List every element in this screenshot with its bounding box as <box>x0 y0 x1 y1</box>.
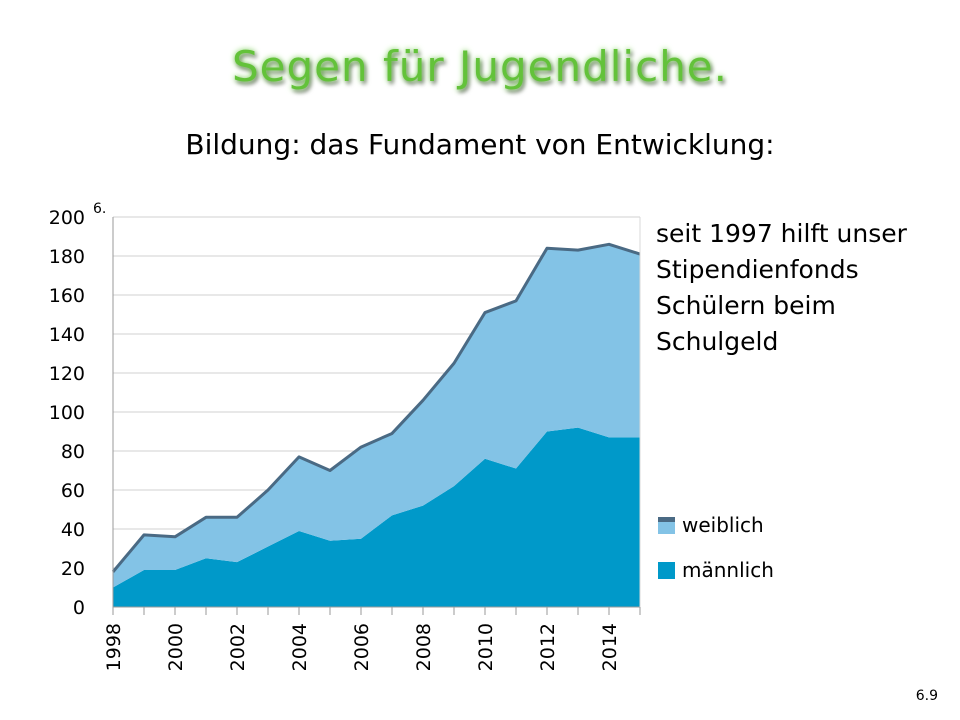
note-line-1: seit 1997 hilft unser <box>656 219 907 248</box>
y-tick-label: 60 <box>61 480 85 502</box>
x-tick-label: 2000 <box>165 623 187 671</box>
chart-legend: weiblich männlich <box>658 513 774 582</box>
y-tick-label: 180 <box>49 246 85 268</box>
y-tick-label: 200 <box>49 207 85 229</box>
x-tick-label: 2008 <box>413 623 435 671</box>
legend-label: weiblich <box>682 513 764 537</box>
note-line-2: Stipendienfonds <box>656 255 859 284</box>
legend-swatch <box>658 562 675 579</box>
y-axis-ticks: 0 20 40 60 80 100 120 140 160 180 200 <box>49 207 85 619</box>
y-tick-label: 40 <box>61 519 85 541</box>
x-tick-label: 2004 <box>289 623 311 671</box>
x-tick-label: 2014 <box>599 623 621 671</box>
chart-label: 6. <box>93 201 106 217</box>
area-edge-weiblich <box>111 242 641 573</box>
y-tick-label: 80 <box>61 441 85 463</box>
legend-item-weiblich: weiblich <box>658 513 764 537</box>
x-tick-label: 2010 <box>475 623 497 671</box>
y-tick-label: 100 <box>49 402 85 424</box>
x-tick-label: 1998 <box>103 623 125 671</box>
area-maennlich <box>113 427 640 607</box>
y-tick-label: 160 <box>49 285 85 307</box>
page-number: 6.9 <box>915 688 938 704</box>
y-tick-label: 120 <box>49 363 85 385</box>
x-axis-ticks: 1998 2000 2002 2004 2006 2008 2010 2012 2014 <box>103 623 621 671</box>
x-tick-label: 2002 <box>227 623 249 671</box>
area-weiblich <box>113 244 640 588</box>
slide-title: Segen für Jugendliche. <box>231 42 729 91</box>
x-tick-label: 2012 <box>537 623 559 671</box>
note-line-3: Schülern beim <box>656 291 836 320</box>
info-note: seit 1997 hilft unser Stipendienfonds Sc… <box>656 216 956 360</box>
legend-swatch-edge <box>658 517 675 522</box>
slide-subtitle: Bildung: das Fundament von Entwicklung: <box>185 128 775 161</box>
y-tick-label: 0 <box>73 597 85 619</box>
y-tick-label: 20 <box>61 558 85 580</box>
legend-label: männlich <box>682 558 774 582</box>
chart-areas <box>111 242 641 607</box>
x-tick-label: 2006 <box>351 623 373 671</box>
chart-axes <box>112 217 641 615</box>
note-line-4: Schulgeld <box>656 327 779 356</box>
y-tick-label: 140 <box>49 324 85 346</box>
legend-item-maennlich: männlich <box>658 558 774 582</box>
